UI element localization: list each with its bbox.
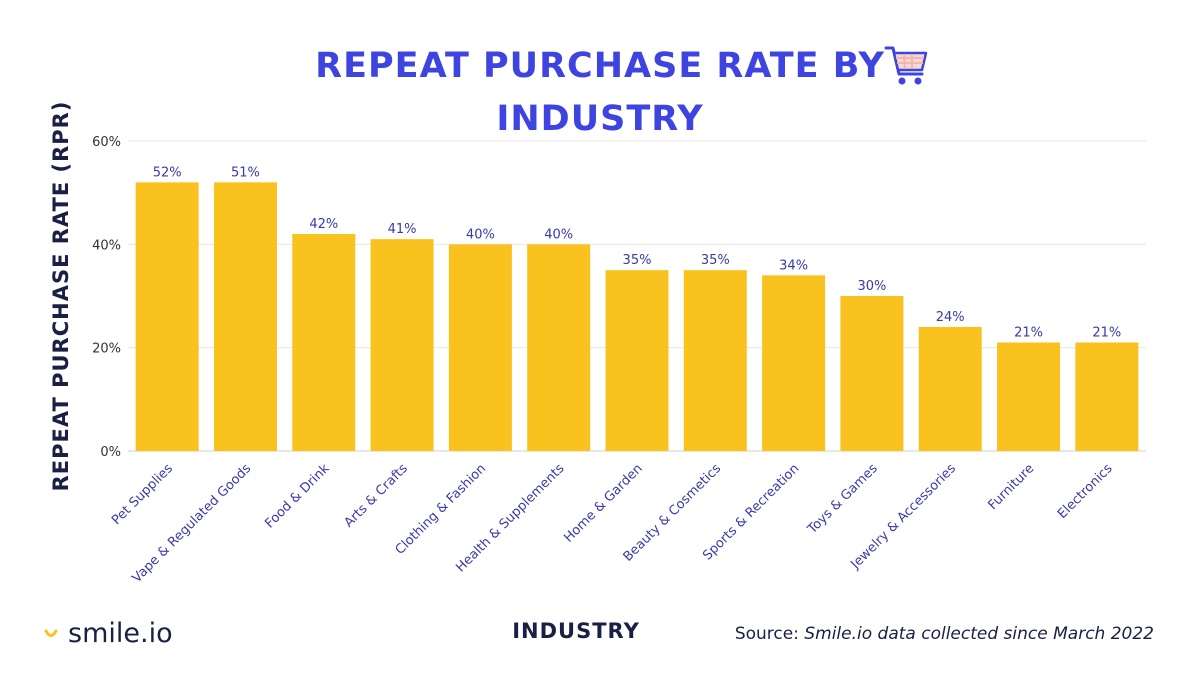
bar xyxy=(918,327,982,451)
y-tick-label: 40% xyxy=(92,238,121,253)
x-tick-label: Pet Supplies xyxy=(109,461,176,528)
x-tick-label: Electronics xyxy=(1055,461,1116,522)
bar xyxy=(840,296,904,451)
y-tick-label: 0% xyxy=(100,445,121,460)
bar xyxy=(448,244,512,451)
y-tick-label: 60% xyxy=(92,135,121,150)
data-label: 51% xyxy=(231,165,260,180)
bar xyxy=(762,275,826,451)
data-label: 24% xyxy=(936,310,965,325)
bar xyxy=(683,270,747,451)
data-label: 30% xyxy=(857,279,886,294)
data-label: 21% xyxy=(1092,326,1121,341)
bar xyxy=(1075,342,1139,451)
smile-logo-icon xyxy=(44,629,58,637)
bar xyxy=(292,234,356,451)
data-label: 41% xyxy=(388,222,417,237)
data-label: 52% xyxy=(153,165,182,180)
bar xyxy=(370,239,434,451)
source-text: Smile.io data collected since March 2022 xyxy=(804,624,1154,644)
data-label: 35% xyxy=(701,253,730,268)
data-label: 34% xyxy=(779,258,808,273)
data-label: 35% xyxy=(623,253,652,268)
source-prefix: Source: xyxy=(734,624,799,644)
bar xyxy=(527,244,591,451)
bar xyxy=(135,182,199,452)
y-axis-title: REPEAT PURCHASE RATE (RPR) xyxy=(49,101,73,492)
y-tick-label: 20% xyxy=(92,342,121,357)
bar xyxy=(213,182,277,452)
chart-title-line-1: REPEAT PURCHASE RATE BY xyxy=(315,46,885,86)
bar xyxy=(997,342,1061,451)
x-tick-label: Home & Garden xyxy=(561,461,645,545)
data-label: 40% xyxy=(466,227,495,242)
data-label: 40% xyxy=(544,227,573,242)
x-axis-title: INDUSTRY xyxy=(512,619,640,643)
data-label: 42% xyxy=(309,217,338,232)
x-tick-label: Furniture xyxy=(985,461,1037,513)
x-tick-label: Arts & Crafts xyxy=(342,461,412,531)
data-label: 21% xyxy=(1014,326,1043,341)
brand-logo: smile.io xyxy=(44,618,173,649)
bar xyxy=(605,270,669,451)
x-tick-label: Toys & Games xyxy=(804,461,881,538)
shopping-cart-icon xyxy=(884,46,928,85)
chart-title-line-2: INDUSTRY xyxy=(496,99,704,139)
source-note: Source: Smile.io data collected since Ma… xyxy=(735,624,1154,644)
brand-name: smile.io xyxy=(68,618,173,649)
x-tick-label: Food & Drink xyxy=(262,461,333,532)
